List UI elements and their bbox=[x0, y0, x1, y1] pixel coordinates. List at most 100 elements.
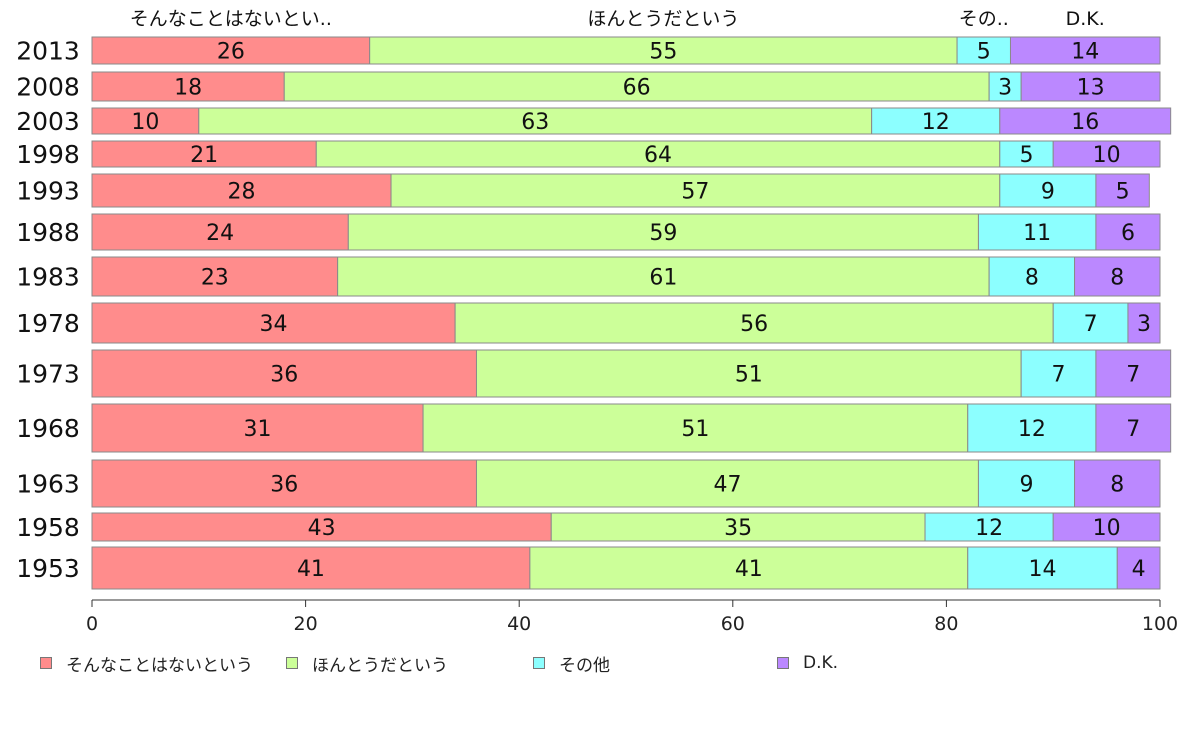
data-label-2013-s2: 5 bbox=[977, 40, 991, 65]
legend-swatch-2 bbox=[533, 657, 545, 669]
legend-swatch-0 bbox=[40, 657, 52, 669]
data-label-1998-s3: 10 bbox=[1093, 143, 1121, 168]
data-label-1998-s1: 64 bbox=[644, 143, 672, 168]
bar-2008-s3 bbox=[1020, 71, 1161, 102]
bar-1993-s2 bbox=[999, 173, 1097, 208]
bar-1963-s3 bbox=[1074, 459, 1161, 508]
bar-2013-s0 bbox=[91, 36, 371, 65]
data-label-1983-s3: 8 bbox=[1110, 266, 1124, 291]
bar-1988-s0 bbox=[91, 213, 349, 251]
bar-2003-s3 bbox=[999, 107, 1172, 135]
year-label-1993: 1993 bbox=[16, 177, 80, 206]
data-label-1963-s1: 47 bbox=[713, 473, 741, 498]
bar-1958-s2 bbox=[924, 512, 1054, 542]
legend: そんなことはないという ほんとうだという その他 D.K. bbox=[0, 652, 1188, 676]
bar-2013-s1 bbox=[369, 36, 958, 65]
data-label-1963-s2: 9 bbox=[1020, 473, 1034, 498]
data-label-1978-s1: 56 bbox=[740, 312, 768, 337]
year-label-2003: 2003 bbox=[16, 107, 80, 136]
year-label-1983: 1983 bbox=[16, 263, 80, 292]
bar-1968-s0 bbox=[91, 403, 424, 453]
legend-item-3: D.K. bbox=[777, 652, 838, 674]
x-axis: 0 20 40 60 80 100 bbox=[86, 599, 1178, 635]
bar-1958-s3 bbox=[1052, 512, 1161, 542]
bar-1978-s0 bbox=[91, 302, 456, 344]
year-label-1973: 1973 bbox=[16, 360, 80, 389]
bar-1953-s2 bbox=[967, 546, 1118, 590]
bar-2008-s1 bbox=[283, 71, 990, 102]
bar-1998-s1 bbox=[315, 140, 1001, 168]
legend-swatch-1 bbox=[286, 657, 298, 669]
data-label-1988-s2: 11 bbox=[1023, 221, 1051, 246]
data-label-1983-s0: 23 bbox=[201, 266, 229, 291]
legend-swatch-3 bbox=[777, 657, 789, 669]
bar-1988-s3 bbox=[1095, 213, 1161, 251]
legend-label-3: D.K. bbox=[803, 653, 839, 673]
data-label-1968-s1: 51 bbox=[681, 417, 709, 442]
data-label-1968-s2: 12 bbox=[1018, 417, 1046, 442]
series-header-0: そんなことはないとい.. bbox=[130, 8, 332, 30]
series-header-1: ほんとうだという bbox=[587, 8, 739, 30]
legend-label-1: ほんとうだという bbox=[312, 655, 448, 676]
bar-1983-s2 bbox=[988, 256, 1076, 297]
data-label-1988-s1: 59 bbox=[649, 221, 677, 246]
data-label-1958-s2: 12 bbox=[975, 516, 1003, 541]
x-tick-label-0: 0 bbox=[86, 613, 98, 635]
data-label-1953-s0: 41 bbox=[297, 557, 325, 582]
bar-1973-s2 bbox=[1020, 349, 1097, 398]
data-label-1988-s3: 6 bbox=[1121, 221, 1135, 246]
year-label-1988: 1988 bbox=[16, 218, 80, 247]
year-label-1968: 1968 bbox=[16, 414, 80, 443]
data-label-1983-s1: 61 bbox=[649, 266, 677, 291]
bar-1953-s1 bbox=[529, 546, 969, 590]
data-label-1983-s2: 8 bbox=[1025, 266, 1039, 291]
bar-2008-s0 bbox=[91, 71, 285, 102]
bar-1963-s1 bbox=[475, 459, 979, 508]
year-label-1963: 1963 bbox=[16, 470, 80, 499]
data-label-1958-s0: 43 bbox=[308, 516, 336, 541]
data-label-2008-s1: 66 bbox=[623, 76, 651, 101]
data-label-1998-s0: 21 bbox=[190, 143, 218, 168]
data-label-1963-s3: 8 bbox=[1110, 473, 1124, 498]
year-label-1998: 1998 bbox=[16, 140, 80, 169]
year-label-2008: 2008 bbox=[16, 73, 80, 102]
bar-1958-s0 bbox=[91, 512, 552, 542]
year-label-2013: 2013 bbox=[16, 37, 80, 66]
x-tick-label-20: 20 bbox=[294, 613, 318, 635]
data-label-1963-s0: 36 bbox=[270, 473, 298, 498]
series-headers: そんなことはないとい.. ほんとうだという その.. D.K. bbox=[130, 8, 1105, 30]
bar-1973-s3 bbox=[1095, 349, 1172, 398]
data-label-1978-s0: 34 bbox=[260, 312, 288, 337]
data-label-2008-s3: 13 bbox=[1077, 76, 1105, 101]
legend-label-2: その他 bbox=[559, 655, 610, 676]
data-label-1988-s0: 24 bbox=[206, 221, 234, 246]
data-label-2013-s3: 14 bbox=[1071, 40, 1099, 65]
bar-1988-s1 bbox=[347, 213, 979, 251]
bar-2008-s2 bbox=[988, 71, 1022, 102]
bar-1978-s3 bbox=[1127, 302, 1161, 344]
data-label-2013-s0: 26 bbox=[217, 40, 245, 65]
data-label-1993-s1: 57 bbox=[681, 180, 709, 205]
data-label-2003-s2: 12 bbox=[922, 110, 950, 135]
bar-1963-s0 bbox=[91, 459, 477, 508]
data-label-1958-s1: 35 bbox=[724, 516, 752, 541]
data-label-1973-s0: 36 bbox=[270, 363, 298, 388]
bar-1953-s3 bbox=[1116, 546, 1161, 590]
x-tick-label-80: 80 bbox=[934, 613, 958, 635]
data-label-1968-s3: 7 bbox=[1126, 417, 1140, 442]
data-label-1998-s2: 5 bbox=[1020, 143, 1034, 168]
data-label-1953-s2: 14 bbox=[1029, 557, 1057, 582]
legend-item-0: そんなことはないという bbox=[40, 652, 253, 676]
bar-1983-s3 bbox=[1074, 256, 1161, 297]
bar-1968-s3 bbox=[1095, 403, 1172, 453]
data-label-2003-s1: 63 bbox=[521, 110, 549, 135]
x-tick-label-60: 60 bbox=[721, 613, 745, 635]
data-label-2003-s0: 10 bbox=[131, 110, 159, 135]
bar-2013-s2 bbox=[956, 36, 1011, 65]
data-label-2013-s1: 55 bbox=[649, 40, 677, 65]
legend-label-0: そんなことはないという bbox=[66, 655, 253, 676]
bar-1968-s1 bbox=[422, 403, 969, 453]
data-label-1978-s2: 7 bbox=[1084, 312, 1098, 337]
bar-1968-s2 bbox=[967, 403, 1097, 453]
